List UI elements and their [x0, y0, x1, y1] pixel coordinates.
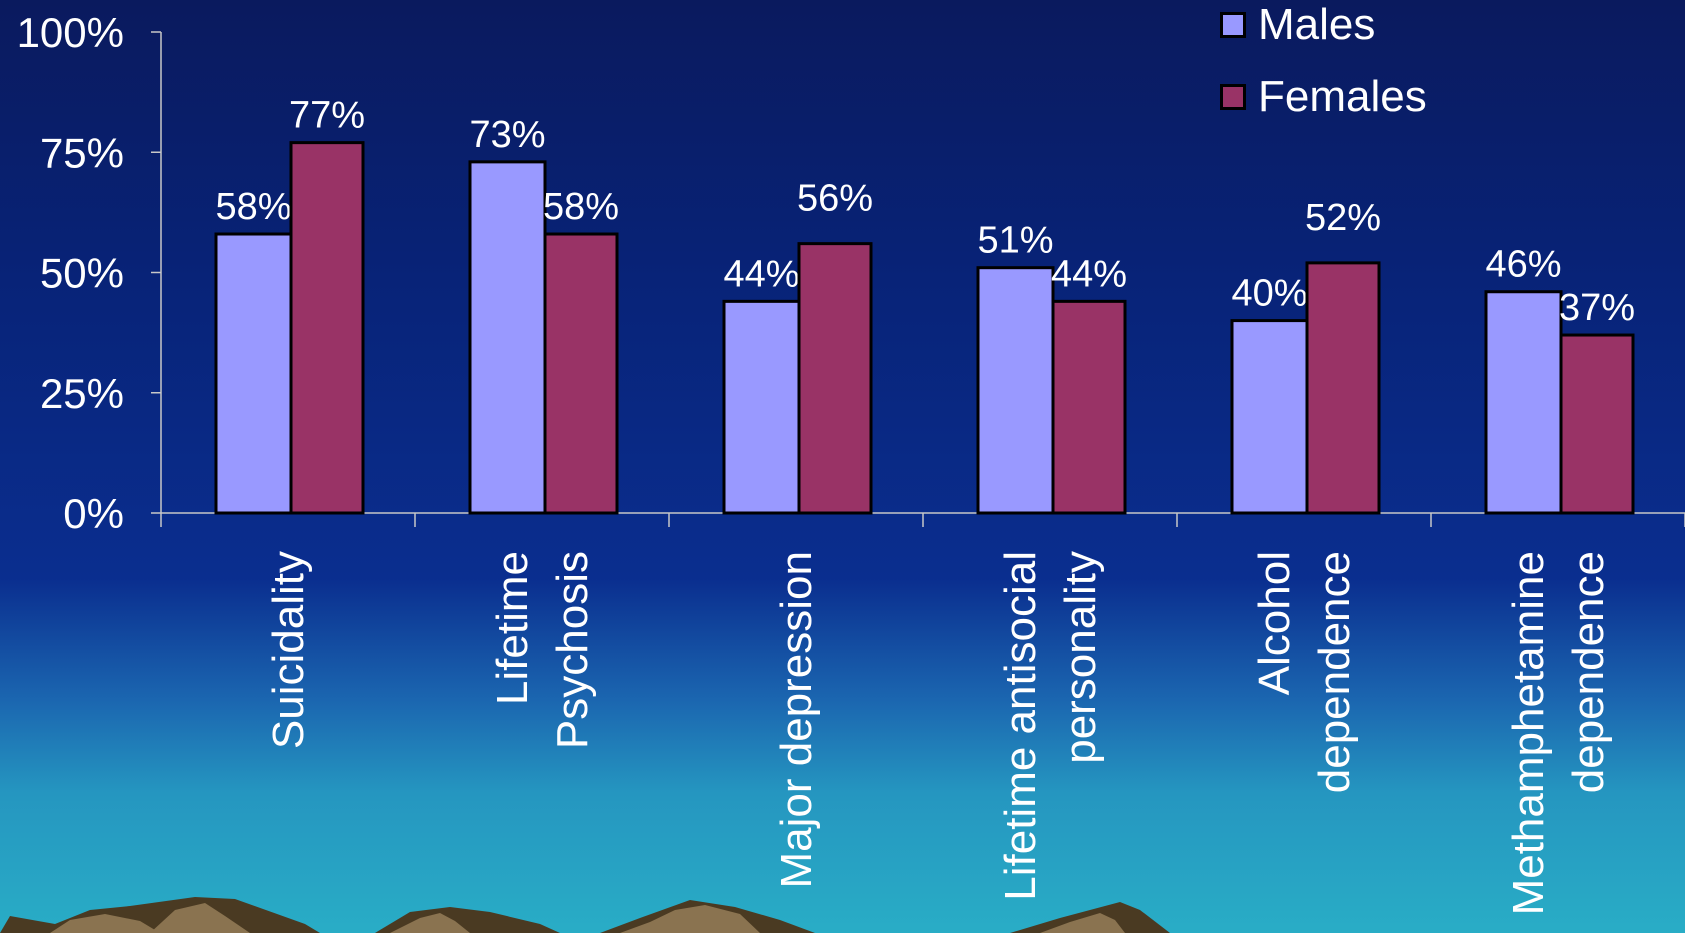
data-label-males: 58%: [215, 186, 291, 228]
legend-label: Males: [1258, 0, 1376, 49]
category-label: Suicidality: [264, 551, 313, 749]
bar-females: [289, 141, 365, 515]
category-label: dependence: [1564, 551, 1613, 793]
legend-swatch: [1220, 84, 1246, 110]
data-label-females: 58%: [543, 186, 619, 228]
data-label-males: 73%: [469, 114, 545, 156]
category-label: Major depression: [772, 551, 821, 889]
data-label-males: 46%: [1485, 244, 1561, 286]
category-label: personality: [1056, 551, 1105, 764]
category-label: Lifetime: [488, 551, 537, 705]
data-label-males: 51%: [977, 220, 1053, 262]
bar-females: [797, 242, 873, 515]
category-label: Lifetime antisocial: [996, 551, 1045, 901]
bar-males: [722, 299, 801, 515]
data-label-males: 40%: [1231, 273, 1307, 315]
bar-males: [1230, 319, 1309, 515]
legend-swatch: [1220, 12, 1246, 38]
bar-females: [543, 232, 619, 515]
bar-males: [468, 160, 547, 515]
data-label-males: 44%: [723, 253, 799, 295]
data-label-females: 77%: [289, 95, 365, 137]
y-tick-label: 0%: [63, 490, 124, 537]
data-label-females: 44%: [1051, 253, 1127, 295]
data-label-females: 52%: [1305, 197, 1381, 239]
y-tick-label: 100%: [17, 9, 124, 56]
y-tick-label: 75%: [40, 129, 124, 176]
data-label-females: 56%: [797, 178, 873, 220]
bar-females: [1305, 261, 1381, 515]
bar-females: [1559, 333, 1635, 515]
bar-males: [214, 232, 293, 515]
category-label: Psychosis: [548, 551, 597, 749]
data-label-females: 37%: [1559, 287, 1635, 329]
bar-males: [976, 266, 1055, 515]
y-tick-label: 50%: [40, 250, 124, 297]
legend-item-males: Males: [1220, 0, 1375, 50]
y-tick-label: 25%: [40, 370, 124, 417]
bar-females: [1051, 299, 1127, 515]
category-label: Methamphetamine: [1504, 551, 1553, 915]
category-label: Alcohol: [1250, 551, 1299, 695]
mountains-decoration: [0, 897, 1170, 933]
legend-label: Females: [1258, 72, 1427, 121]
legend-item-females: Females: [1220, 72, 1427, 122]
category-label: dependence: [1310, 551, 1359, 793]
bar-males: [1484, 290, 1563, 515]
